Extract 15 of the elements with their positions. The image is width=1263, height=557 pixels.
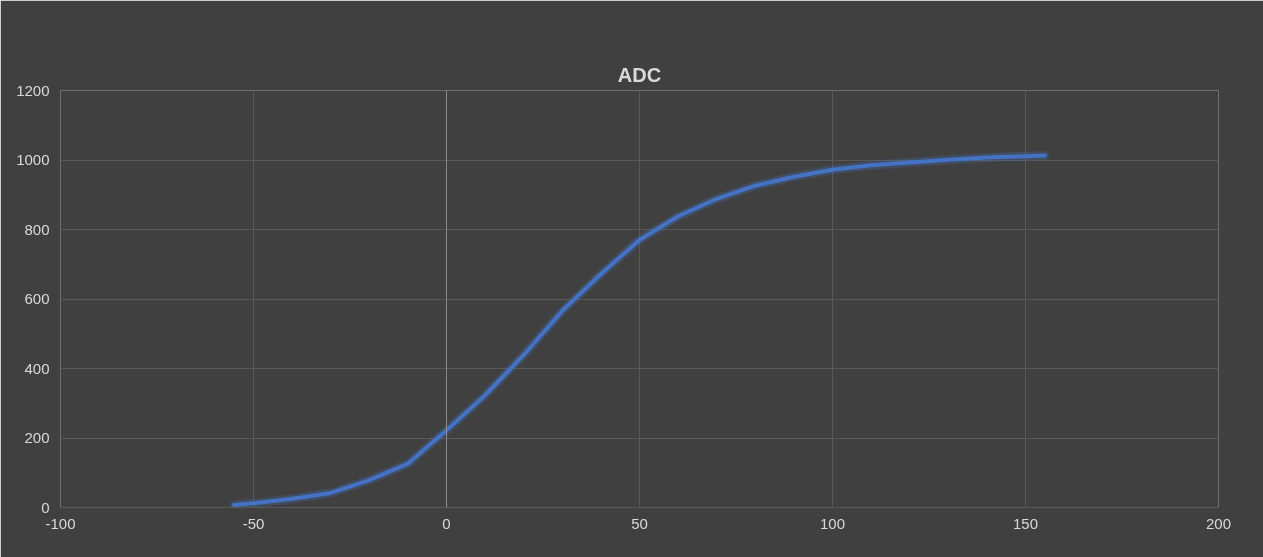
x-tick-label: -100	[45, 514, 76, 532]
y-tick-label: 400	[24, 359, 50, 377]
y-tick-label: 0	[41, 498, 50, 516]
x-tick-label: 100	[819, 514, 846, 532]
y-tick-label: 800	[24, 220, 50, 238]
x-tick-label: -50	[242, 514, 265, 532]
x-tick-label: 150	[1012, 514, 1039, 532]
y-tick-label: 1200	[16, 81, 50, 99]
chart-title: ADC	[617, 63, 662, 86]
x-tick-label: 50	[631, 514, 648, 532]
y-tick-label: 600	[24, 290, 50, 307]
x-tick-label: 0	[442, 514, 451, 532]
y-tick-label: 200	[24, 429, 50, 446]
x-tick-label: 200	[1205, 514, 1232, 532]
y-tick-label: 1000	[16, 151, 50, 168]
